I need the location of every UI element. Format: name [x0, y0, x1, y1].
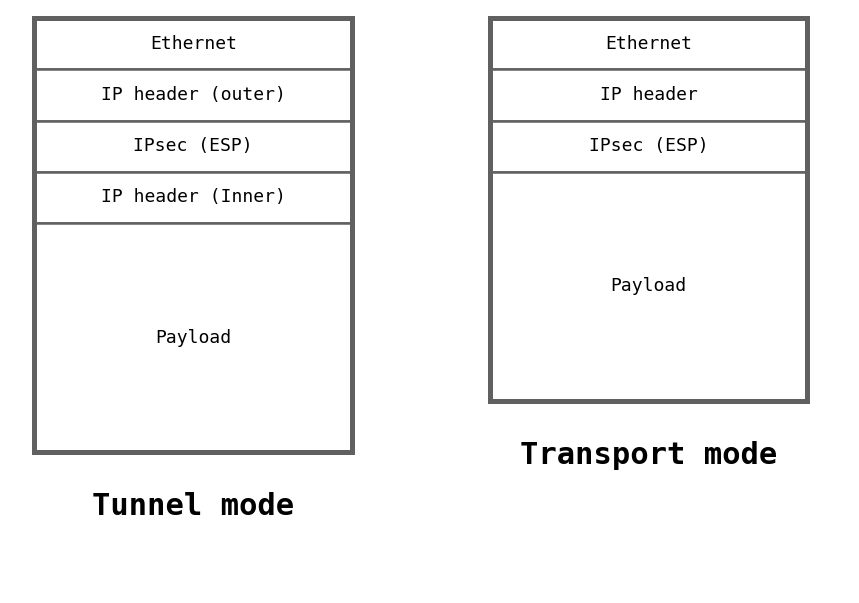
Bar: [34, 69, 352, 121]
Text: Payload: Payload: [611, 277, 686, 295]
Bar: [34, 223, 352, 452]
Bar: [490, 18, 807, 69]
Bar: [34, 18, 352, 452]
Text: IPsec (ESP): IPsec (ESP): [133, 137, 253, 155]
Text: IP header (outer): IP header (outer): [101, 86, 286, 104]
Text: IP header (Inner): IP header (Inner): [101, 189, 286, 206]
Text: Payload: Payload: [155, 329, 231, 347]
Bar: [34, 18, 352, 69]
Text: Transport mode: Transport mode: [520, 441, 777, 470]
Text: IPsec (ESP): IPsec (ESP): [588, 137, 709, 155]
Text: Tunnel mode: Tunnel mode: [92, 492, 295, 521]
Bar: [490, 121, 807, 172]
Bar: [490, 172, 807, 401]
Bar: [490, 69, 807, 121]
Text: Ethernet: Ethernet: [149, 35, 237, 52]
Text: Ethernet: Ethernet: [605, 35, 692, 52]
Text: IP header: IP header: [600, 86, 698, 104]
Bar: [490, 18, 807, 401]
Bar: [34, 172, 352, 223]
Bar: [34, 121, 352, 172]
